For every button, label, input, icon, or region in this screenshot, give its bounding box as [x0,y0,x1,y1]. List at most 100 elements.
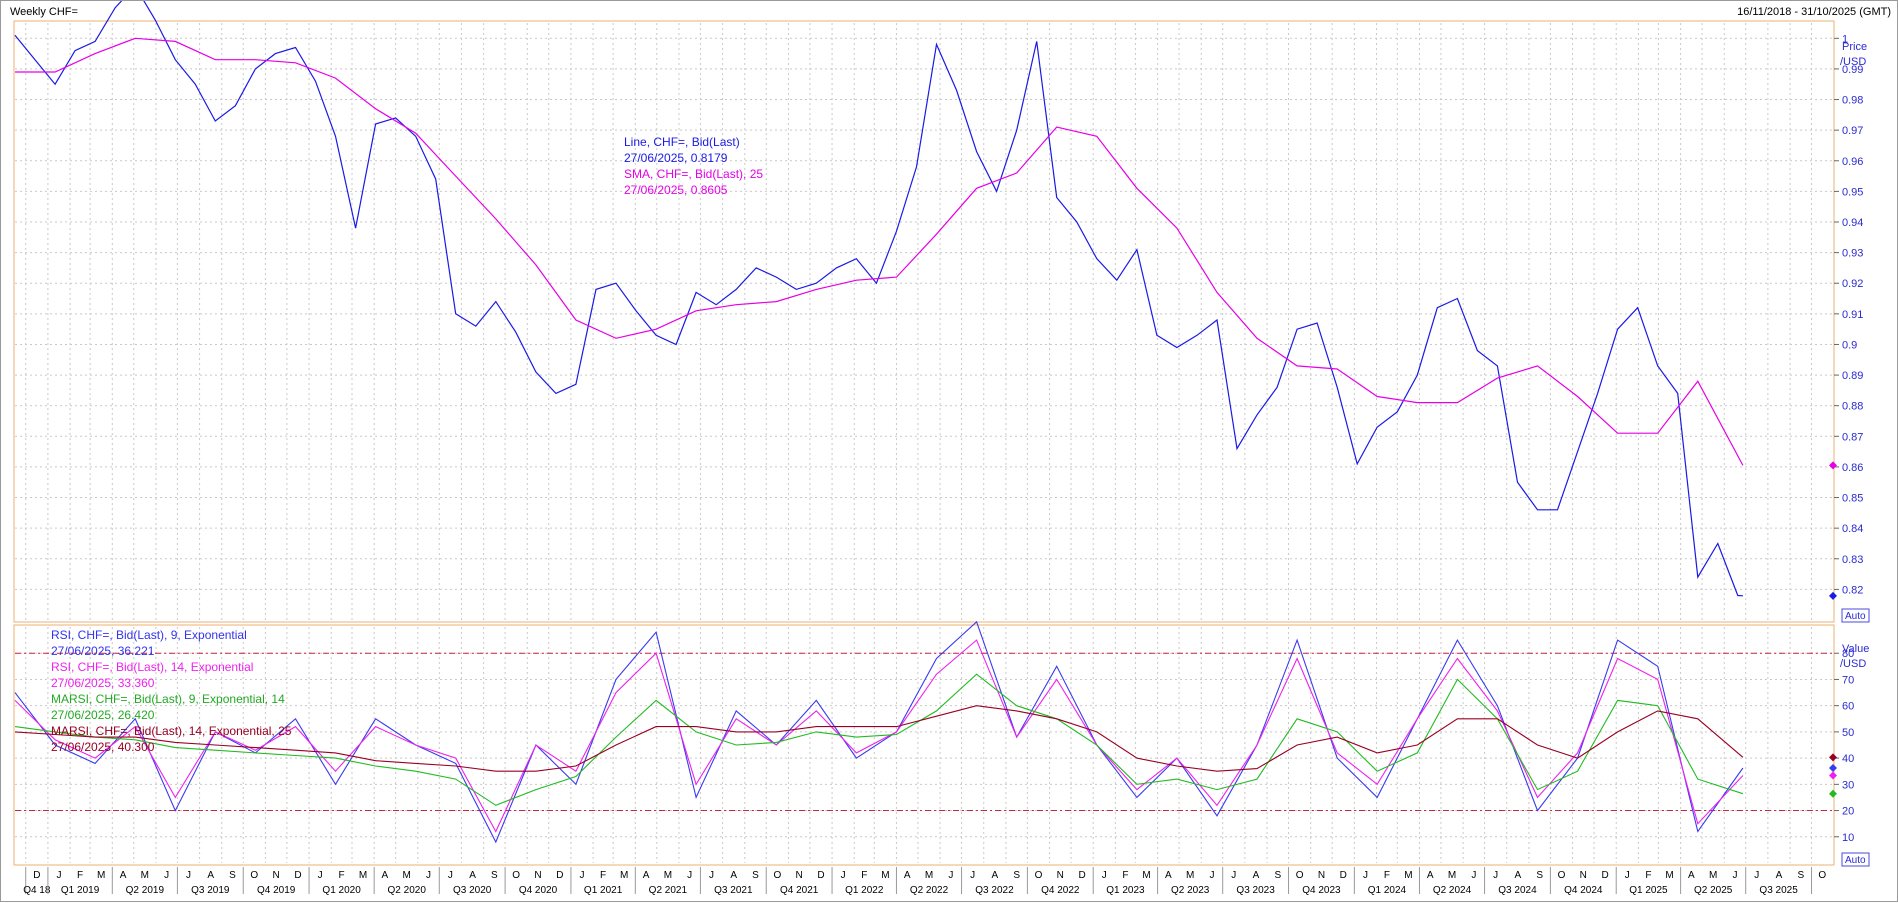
month-tick-label: J [164,870,169,881]
quarter-tick-label: Q2 2023 [1171,885,1210,896]
month-tick-label: A [469,870,476,881]
svg-text:Auto: Auto [1845,855,1866,866]
value-tick-label: 10 [1842,832,1854,844]
month-tick-label: J [970,870,975,881]
month-tick-label: J [1625,870,1630,881]
month-tick-label: M [97,870,105,881]
quarter-tick-label: Q4 2023 [1302,885,1341,896]
last-value-marker [1829,771,1837,780]
legend-sma-value: 27/06/2025, 0.8605 [624,183,728,197]
month-tick-label: M [403,870,411,881]
month-tick-label: J [1754,870,1759,881]
month-tick-label: J [1102,870,1107,881]
month-tick-label: S [1274,870,1281,881]
price-tick-label: 0.89 [1842,370,1863,382]
month-tick-label: D [1079,870,1086,881]
price-tick-label: 0.93 [1842,248,1863,260]
month-tick-label: J [580,870,585,881]
month-tick-label: N [534,870,541,881]
month-tick-label: A [1688,870,1695,881]
value-tick-label: 50 [1842,727,1854,739]
quarter-tick-label: Q4 2024 [1564,885,1603,896]
month-tick-label: J [1231,870,1236,881]
legend-marsi9-label: MARSI, CHF=, Bid(Last), 9, Exponential, … [51,692,285,706]
price-panel[interactable] [13,20,1835,623]
month-tick-label: S [1013,870,1020,881]
month-tick-label: M [359,870,367,881]
price-series[interactable] [14,1,1744,597]
last-value-marker [1829,753,1837,762]
quarter-tick-label: Q1 2021 [584,885,623,896]
price-auto-button[interactable]: Auto [1841,608,1870,623]
indicator-series[interactable] [14,620,1744,844]
month-tick-label: J [709,870,714,881]
month-tick-label: N [273,870,280,881]
last-value-marker [1829,461,1837,470]
marsi14-series [14,705,1744,772]
month-tick-label: M [1448,870,1456,881]
month-tick-label: N [1580,870,1587,881]
month-tick-label: M [881,870,889,881]
price-legend: Line, CHF=, Bid(Last) 27/06/2025, 0.8179… [624,135,763,197]
month-tick-label: A [1253,870,1260,881]
quarter-tick-label: Q1 2020 [322,885,361,896]
quarter-tick-label: Q3 2019 [191,885,230,896]
quarter-tick-label: Q4 2019 [257,885,296,896]
month-tick-label: A [382,870,389,881]
value-tick-label: 60 [1842,701,1854,713]
quarter-tick-label: Q3 2024 [1498,885,1537,896]
month-tick-label: M [925,870,933,881]
month-tick-label: M [1186,870,1194,881]
legend-marsi9-value: 27/06/2025, 26.420 [51,708,155,722]
month-tick-label: F [861,870,867,881]
month-tick-label: O [1818,870,1826,881]
value-axis-unit: Value [1842,643,1869,655]
month-tick-label: M [664,870,672,881]
price-tick-label: 0.86 [1842,462,1863,474]
value-tick-label: 70 [1842,674,1854,686]
price-tick-label: 0.92 [1842,278,1863,290]
price-tick-label: 0.99 [1842,64,1863,76]
svg-text:Auto: Auto [1845,611,1866,622]
indicator-y-axis: Value /USD 10 20 30 40 50 60 70 80 [1829,643,1869,844]
indicator-auto-button[interactable]: Auto [1841,852,1870,867]
legend-rsi14-value: 27/06/2025, 33.360 [51,676,155,690]
rsi9-series [14,620,1744,844]
month-tick-label: D [1340,870,1347,881]
price-tick-label: 0.88 [1842,401,1863,413]
month-tick-label: O [1558,870,1566,881]
indicator-legend: RSI, CHF=, Bid(Last), 9, Exponential 27/… [51,628,292,754]
month-tick-label: M [620,870,628,881]
quarter-tick-label: Q2 2021 [649,885,688,896]
quarter-tick-label: Q1 2024 [1368,885,1407,896]
quarter-tick-label: Q3 2022 [975,885,1014,896]
month-tick-label: J [1209,870,1214,881]
month-tick-label: S [491,870,498,881]
quarter-tick-label: Q3 2021 [714,885,753,896]
legend-rsi9-value: 27/06/2025, 36.221 [51,644,155,658]
month-tick-label: D [33,870,40,881]
price-line-series [14,1,1743,597]
quarter-tick-label: Q2 2020 [388,885,427,896]
window-title: Weekly CHF= [10,6,78,18]
marsi9-series [14,673,1744,806]
month-tick-label: O [1296,870,1304,881]
price-tick-label: 0.85 [1842,493,1863,505]
quarter-tick-label: Q2 2024 [1433,885,1472,896]
month-tick-label: J [1493,870,1498,881]
legend-rsi14-label: RSI, CHF=, Bid(Last), 14, Exponential [51,660,253,674]
month-tick-label: J [426,870,431,881]
month-tick-label: F [77,870,83,881]
legend-marsi14-value: 27/06/2025, 40.300 [51,740,155,754]
value-tick-label: 20 [1842,806,1854,818]
quarter-tick-label: Q2 2019 [126,885,165,896]
last-value-marker [1829,591,1837,600]
legend-rsi9-label: RSI, CHF=, Bid(Last), 9, Exponential [51,628,247,642]
legend-line-label: Line, CHF=, Bid(Last) [624,135,740,149]
month-tick-label: D [556,870,563,881]
indicator-panel[interactable] [13,624,1835,866]
month-tick-label: J [57,870,62,881]
price-grid [15,23,1833,620]
